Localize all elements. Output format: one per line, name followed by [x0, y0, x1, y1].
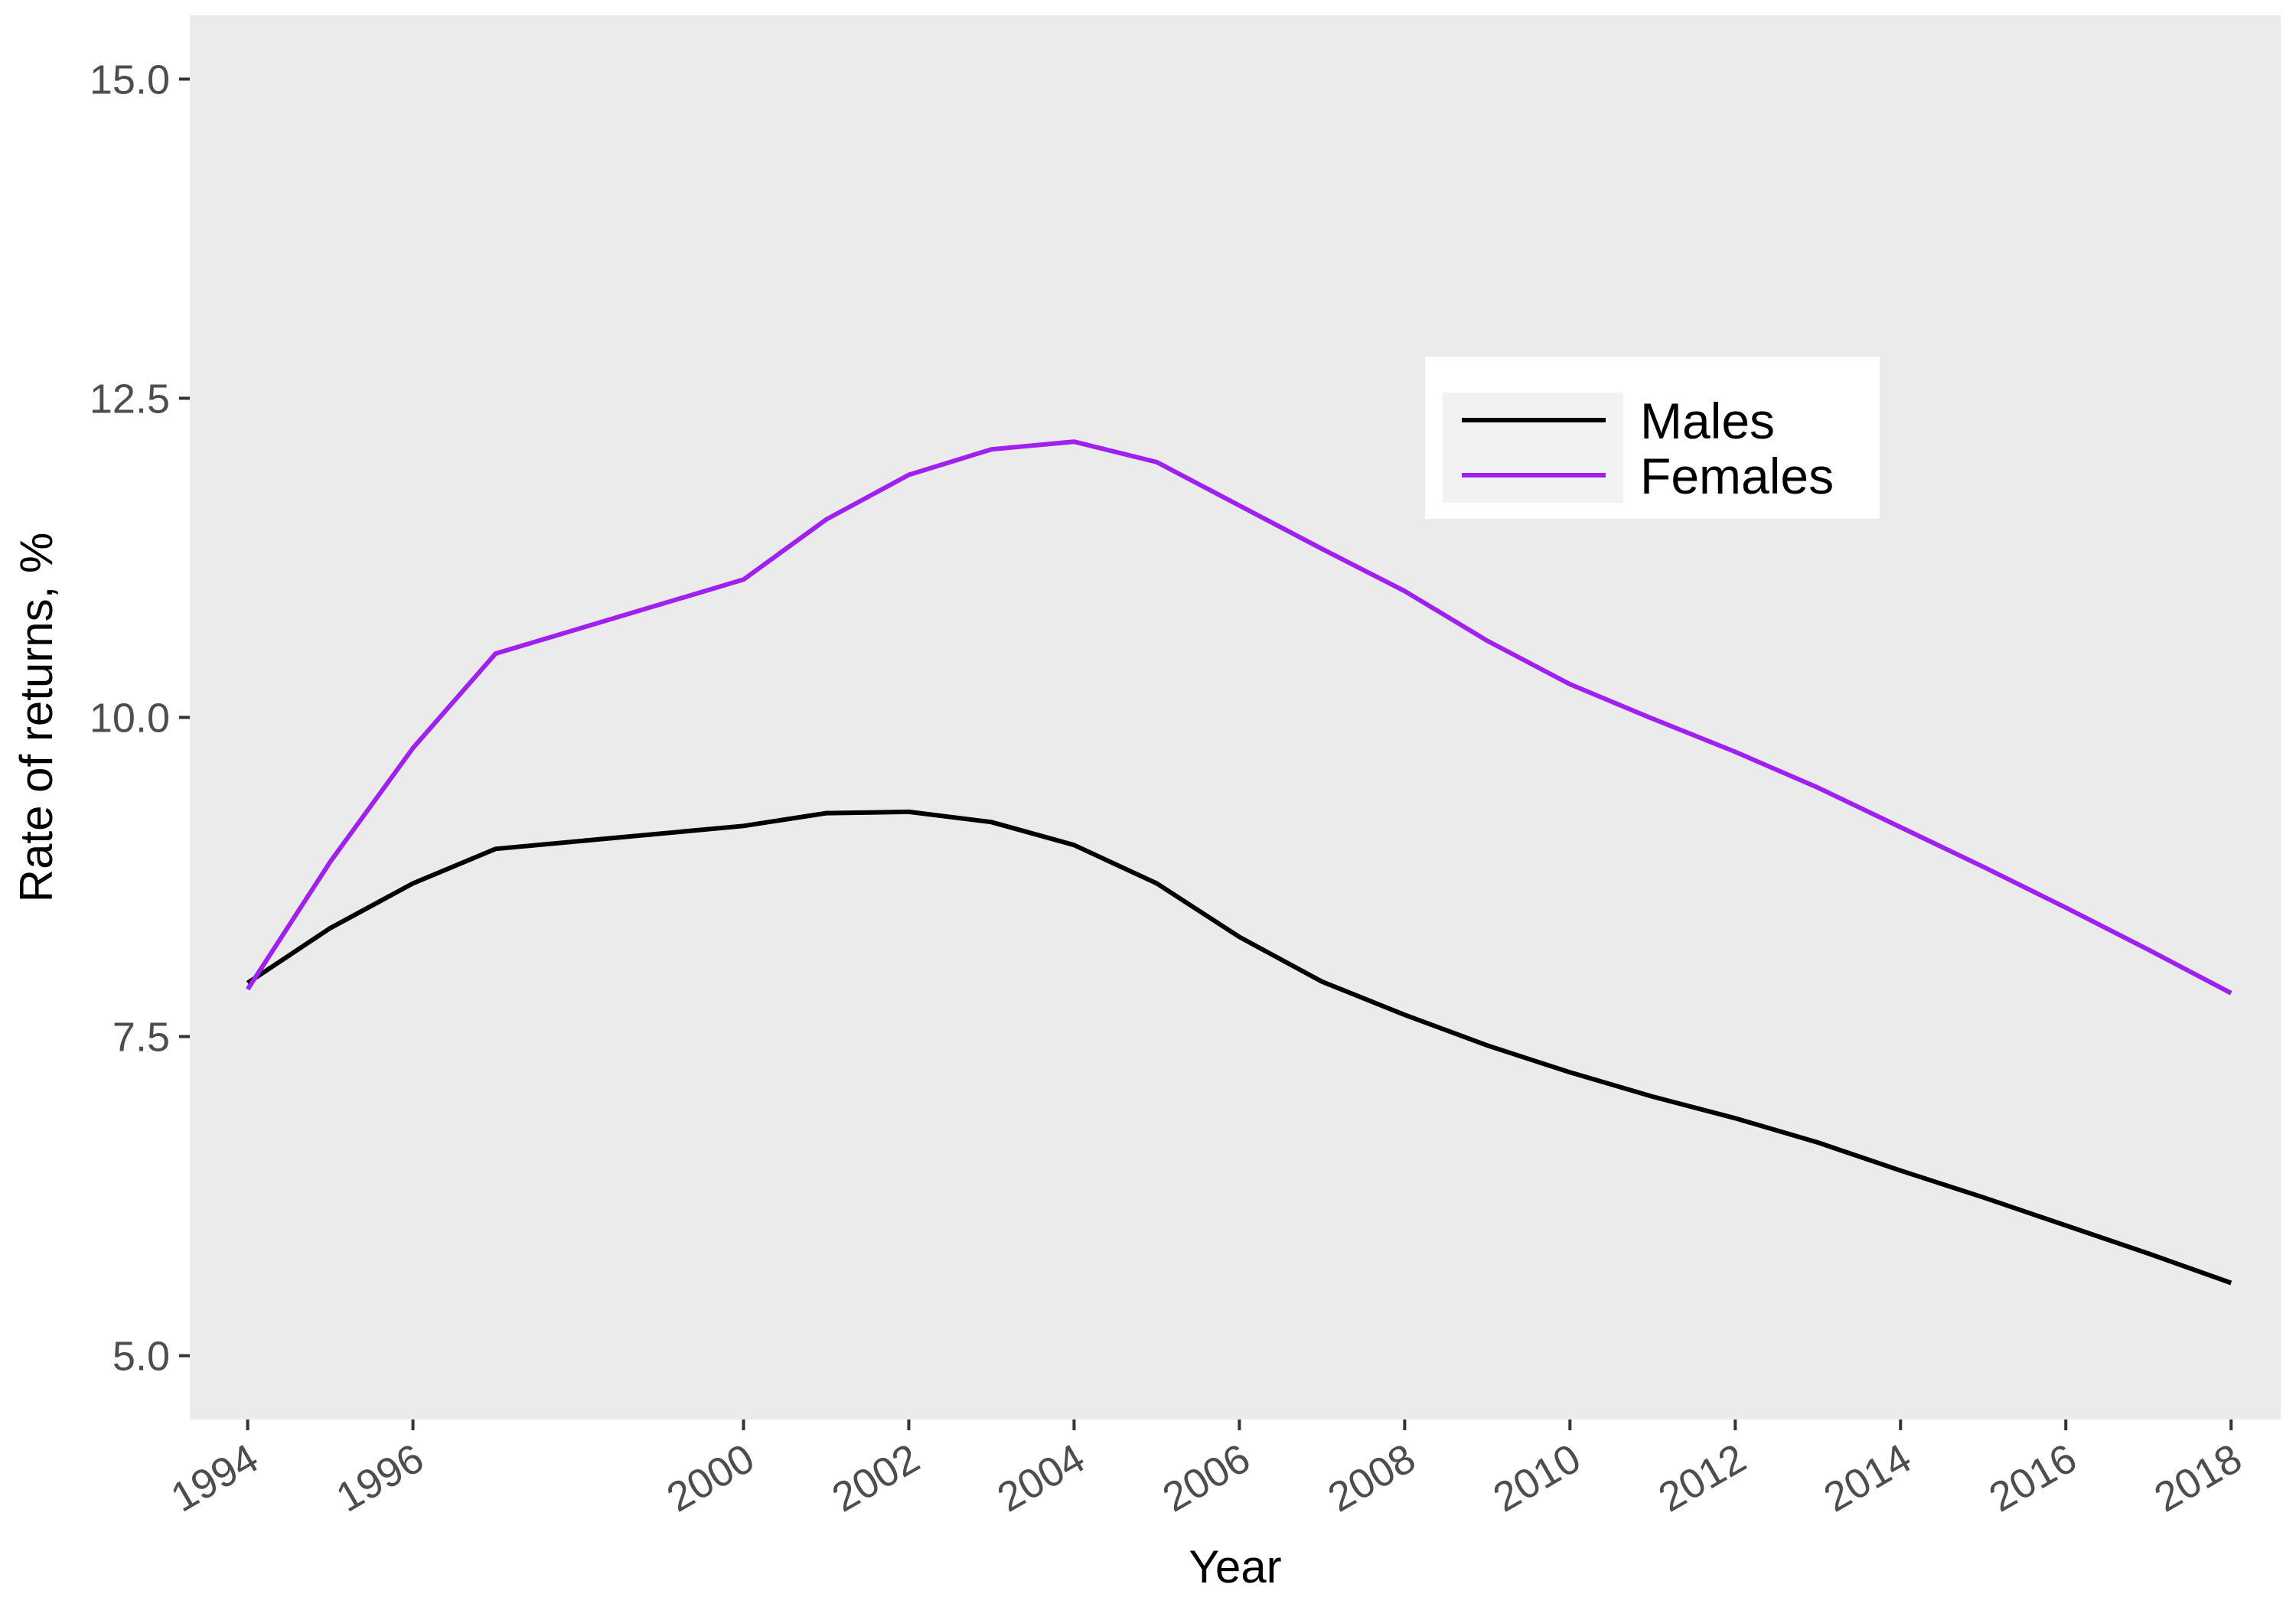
y-axis: 5.0 7.5 10.0 12.5 15.0 — [90, 57, 190, 1380]
panel-background — [190, 15, 2281, 1420]
x-tick-label: 2000 — [659, 1435, 762, 1521]
x-tick-label: 2018 — [2147, 1435, 2249, 1521]
series-layer — [246, 439, 2232, 1286]
y-tick-label: 12.5 — [90, 376, 170, 422]
x-tick-label: 1996 — [329, 1435, 432, 1521]
y-tick-label: 7.5 — [113, 1015, 170, 1061]
x-tick-label: 2002 — [824, 1435, 927, 1521]
y-tick-label: 15.0 — [90, 57, 170, 103]
x-axis-title: Year — [1189, 1541, 1281, 1592]
legend-label-males: Males — [1640, 393, 1775, 449]
x-tick-label: 2016 — [1981, 1435, 2084, 1521]
y-tick-label: 10.0 — [90, 696, 170, 742]
x-tick-label: 2010 — [1486, 1435, 1588, 1521]
y-tick-label: 5.0 — [113, 1334, 170, 1380]
legend-label-females: Females — [1640, 448, 1834, 504]
series-line-females — [246, 439, 2232, 996]
y-axis-title: Rate of returns, % — [11, 533, 62, 903]
x-tick-label: 2004 — [990, 1435, 1092, 1521]
series-line-males — [246, 809, 2232, 1286]
x-tick-label: 2006 — [1155, 1435, 1257, 1521]
x-tick-label: 2012 — [1651, 1435, 1753, 1521]
x-axis: 1994 1996 2000 2002 2004 2006 2008 2010 2012 2014… — [164, 1420, 2249, 1521]
x-tick-label: 2014 — [1816, 1435, 1919, 1521]
x-tick-label: 2008 — [1320, 1435, 1423, 1521]
x-tick-label: 1994 — [164, 1435, 266, 1521]
